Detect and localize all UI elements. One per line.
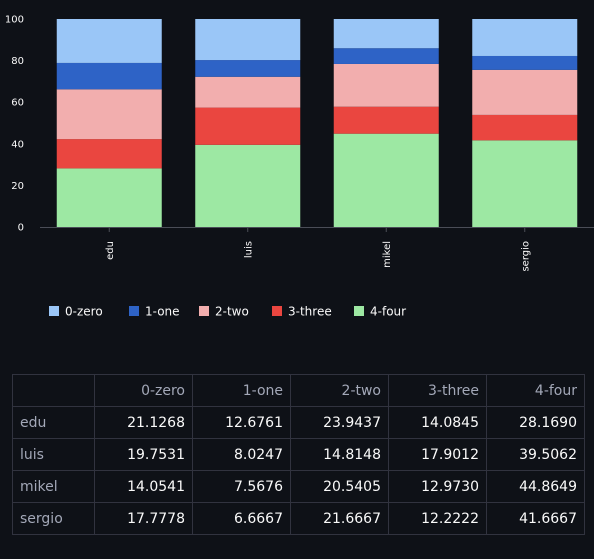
table-cell: 44.8649 <box>486 470 585 503</box>
x-tick-label: mikel <box>382 241 393 268</box>
bar-segment-3-three <box>472 114 578 141</box>
table-cell: 12.6761 <box>192 406 291 439</box>
legend-label: 4-four <box>370 305 406 319</box>
x-tick-label: sergio <box>520 241 531 272</box>
table-row: sergio 17.7778 6.6667 21.6667 12.2222 41… <box>12 502 585 535</box>
chart-svg: 0 20 40 60 80 100 edu luis mikel sergio 0-zero 1-on… <box>5 15 594 319</box>
table-cell: 39.5062 <box>486 438 585 471</box>
table-cell: 7.5676 <box>192 470 291 503</box>
row-header: edu <box>12 406 95 439</box>
column-header[interactable]: 1-one <box>192 374 291 407</box>
table-row: luis 19.7531 8.0247 14.8148 17.9012 39.5… <box>12 438 585 471</box>
table-row: mikel 14.0541 7.5676 20.5405 12.9730 44.… <box>12 470 585 503</box>
column-header[interactable]: 3-three <box>388 374 487 407</box>
bar-segment-3-three <box>56 139 162 169</box>
bar-segment-4-four <box>333 133 439 227</box>
table-cell: 14.8148 <box>290 438 389 471</box>
table-corner-cell <box>12 374 95 407</box>
bar-segment-2-two <box>472 69 578 115</box>
legend-swatch <box>49 306 59 316</box>
table-row: edu 21.1268 12.6761 23.9437 14.0845 28.1… <box>12 406 585 439</box>
bar-segment-0-zero <box>333 18 439 49</box>
y-tick-label: 20 <box>11 181 24 192</box>
table-cell: 12.9730 <box>388 470 487 503</box>
legend-label: 0-zero <box>65 305 103 319</box>
y-tick-label: 40 <box>11 139 24 150</box>
column-header[interactable]: 0-zero <box>94 374 193 407</box>
bar-segment-0-zero <box>56 18 162 63</box>
bar-segment-1-one <box>472 55 578 70</box>
bar-segment-2-two <box>333 63 439 107</box>
legend-swatch <box>129 306 139 316</box>
legend-swatch <box>272 306 282 316</box>
table-cell: 14.0845 <box>388 406 487 439</box>
bar-segment-1-one <box>56 62 162 90</box>
table-cell: 12.2222 <box>388 502 487 535</box>
table-cell: 21.6667 <box>290 502 389 535</box>
bar-segment-2-two <box>56 89 162 140</box>
y-tick-label: 60 <box>11 98 24 109</box>
bar-segment-4-four <box>56 168 162 227</box>
y-tick-label: 80 <box>11 56 24 67</box>
data-table: 0-zero 1-one 2-two 3-three 4-four edu 21… <box>12 374 585 535</box>
bar-segment-3-three <box>333 106 439 134</box>
bar-segment-1-one <box>333 48 439 64</box>
table-cell: 19.7531 <box>94 438 193 471</box>
bar-segment-1-one <box>195 60 301 77</box>
bar-segment-3-three <box>195 107 301 145</box>
legend-swatch <box>199 306 209 316</box>
table-cell: 21.1268 <box>94 406 193 439</box>
table-cell: 23.9437 <box>290 406 389 439</box>
y-tick-label: 0 <box>18 223 24 234</box>
legend-label: 1-one <box>145 305 180 319</box>
table-cell: 8.0247 <box>192 438 291 471</box>
column-header[interactable]: 4-four <box>486 374 585 407</box>
x-tick-label: luis <box>243 241 254 258</box>
table-cell: 17.9012 <box>388 438 487 471</box>
row-header: sergio <box>12 502 95 535</box>
column-header[interactable]: 2-two <box>290 374 389 407</box>
bar-segment-0-zero <box>195 19 301 61</box>
x-tick-label: edu <box>105 241 116 260</box>
table-cell: 17.7778 <box>94 502 193 535</box>
table-cell: 14.0541 <box>94 470 193 503</box>
legend-label: 3-three <box>288 305 332 319</box>
row-header: luis <box>12 438 95 471</box>
data-table-container: 0-zero 1-one 2-two 3-three 4-four edu 21… <box>12 374 585 540</box>
table-cell: 28.1690 <box>486 406 585 439</box>
table-header-row: 0-zero 1-one 2-two 3-three 4-four <box>12 374 585 407</box>
table-cell: 20.5405 <box>290 470 389 503</box>
bar-segment-4-four <box>195 144 301 227</box>
bar-segment-2-two <box>195 76 301 108</box>
stacked-bar-chart: 0 20 40 60 80 100 edu luis mikel sergio 0-zero 1-on… <box>5 15 594 319</box>
table-cell: 41.6667 <box>486 502 585 535</box>
legend-label: 2-two <box>215 305 249 319</box>
bar-segment-0-zero <box>472 18 578 56</box>
table-cell: 6.6667 <box>192 502 291 535</box>
legend-swatch <box>354 306 364 316</box>
bar-segment-4-four <box>472 140 578 227</box>
y-tick-label: 100 <box>5 15 24 26</box>
row-header: mikel <box>12 470 95 503</box>
